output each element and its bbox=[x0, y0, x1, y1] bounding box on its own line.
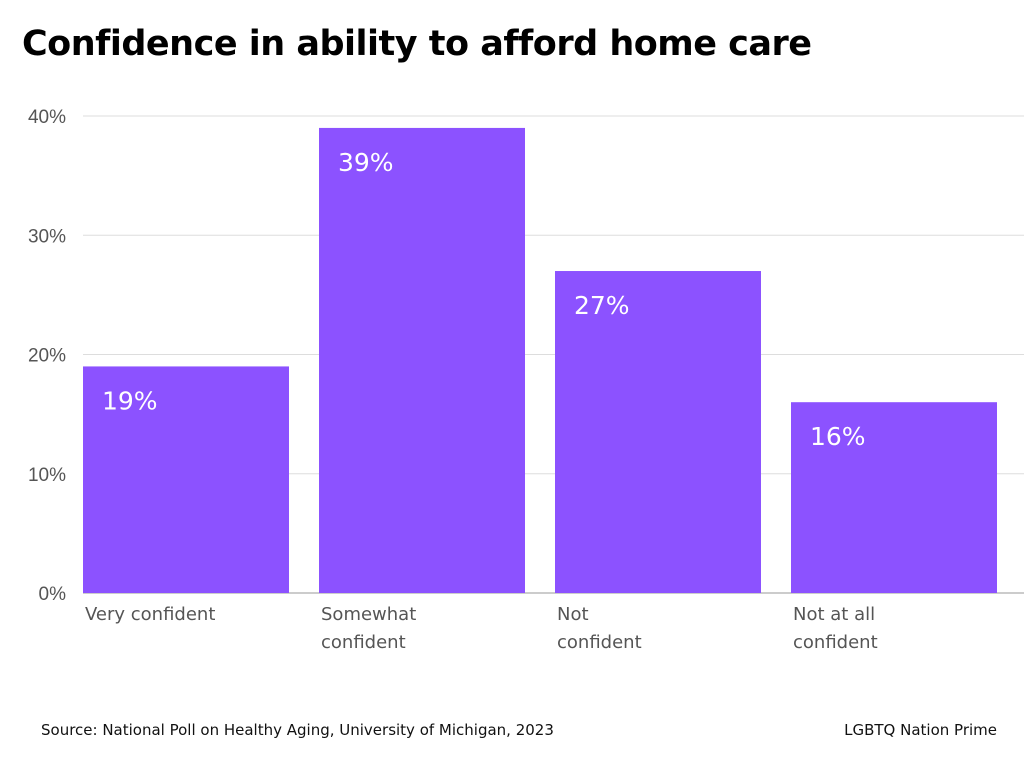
y-tick-label: 10% bbox=[28, 465, 66, 486]
source-note: Source: National Poll on Healthy Aging, … bbox=[41, 721, 554, 739]
y-tick-label: 0% bbox=[39, 584, 67, 605]
y-tick-label: 20% bbox=[28, 346, 66, 367]
x-tick-label: confident bbox=[321, 632, 406, 653]
y-tick-label: 40% bbox=[28, 107, 66, 128]
x-tick-label: Very confident bbox=[85, 604, 215, 625]
x-tick-label: confident bbox=[793, 632, 878, 653]
y-tick-label: 30% bbox=[28, 226, 66, 247]
bar bbox=[83, 366, 289, 593]
bar bbox=[319, 127, 525, 594]
data-label: 27% bbox=[574, 291, 630, 320]
data-label: 16% bbox=[810, 422, 866, 451]
x-tick-label: confident bbox=[557, 632, 642, 653]
x-tick-label: Not at all bbox=[793, 604, 875, 625]
x-tick-label: Not bbox=[557, 604, 589, 625]
data-label: 19% bbox=[102, 386, 158, 415]
credit-note: LGBTQ Nation Prime bbox=[844, 721, 997, 739]
bar bbox=[791, 402, 997, 593]
bar bbox=[555, 271, 761, 593]
data-label: 39% bbox=[338, 148, 394, 177]
x-tick-label: Somewhat bbox=[321, 604, 416, 625]
chart-title: Confidence in ability to afford home car… bbox=[22, 24, 812, 64]
